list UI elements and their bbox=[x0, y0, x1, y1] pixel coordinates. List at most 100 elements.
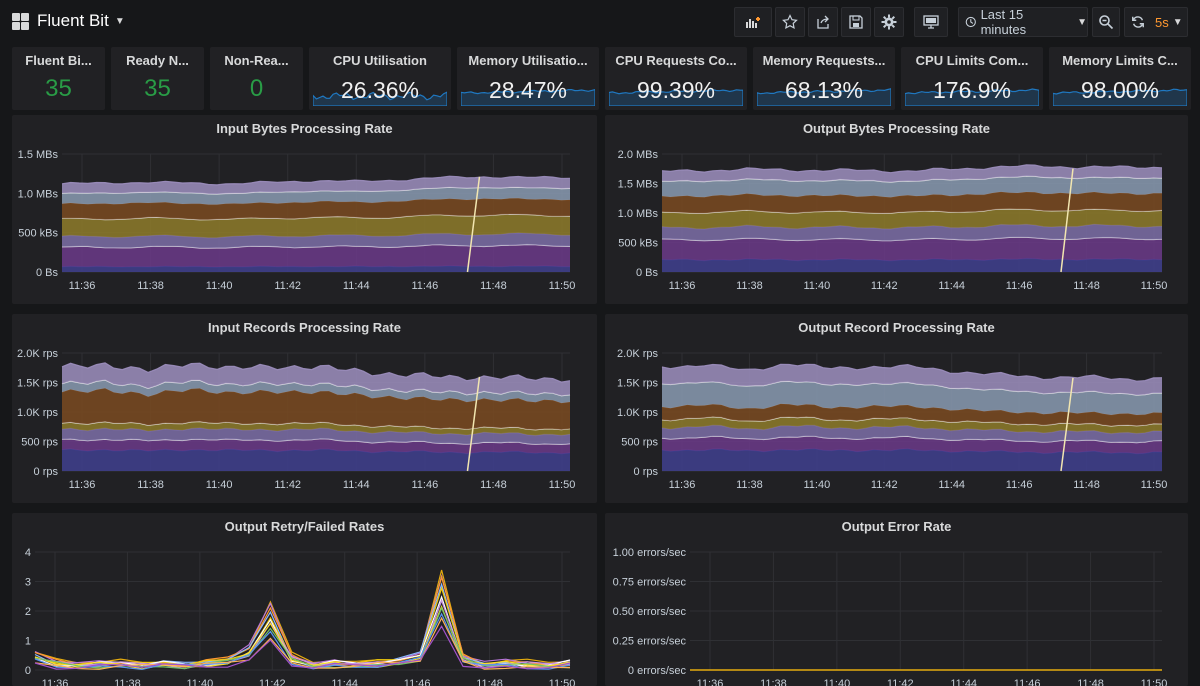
chevron-down-icon: ▼ bbox=[1172, 16, 1183, 28]
clock-icon bbox=[965, 16, 976, 28]
area-series bbox=[662, 364, 1162, 396]
stat-panel[interactable]: Memory Limits C... 98.00% bbox=[1049, 47, 1191, 110]
panel-title[interactable]: Output Retry/Failed Rates bbox=[224, 519, 385, 534]
dashboard-grid-icon[interactable] bbox=[12, 13, 29, 30]
y-tick-label: 0 rps bbox=[634, 466, 659, 478]
area-series bbox=[62, 449, 570, 471]
refresh-picker[interactable]: 5s ▼ bbox=[1124, 7, 1188, 37]
panel-title[interactable]: Output Bytes Processing Rate bbox=[802, 121, 991, 136]
x-tick-label: 11:40 bbox=[206, 280, 233, 292]
stat-title: CPU Requests Co... bbox=[615, 53, 737, 68]
area-series bbox=[662, 448, 1162, 471]
panel-title[interactable]: Output Error Rate bbox=[841, 519, 952, 534]
share-button[interactable] bbox=[808, 7, 838, 37]
settings-button[interactable] bbox=[874, 7, 904, 37]
graph-panel[interactable]: 0 errors/sec 0.25 errors/sec 0.50 errors/s… bbox=[605, 513, 1188, 686]
stat-panel[interactable]: CPU Utilisation 26.36% bbox=[309, 47, 451, 110]
graph-svg: 0 Bs 500 kBs 1.0 MBs 1.5 MBs 11:36 11:38 11:40… bbox=[18, 149, 576, 292]
area-series bbox=[62, 244, 570, 268]
y-tick-label: 1 bbox=[25, 636, 31, 648]
graph-svg: 0 Bs 500 kBs 1.0 MBs 1.5 MBs 2.0 MBs 11:36 11:… bbox=[618, 149, 1168, 292]
series-line bbox=[61, 438, 571, 446]
stat-title: Memory Utilisatio... bbox=[468, 53, 588, 68]
sparkline-area bbox=[313, 91, 447, 106]
save-button[interactable] bbox=[841, 7, 871, 37]
star-button[interactable] bbox=[775, 7, 805, 37]
y-tick-label: 2.0 MBs bbox=[618, 149, 659, 161]
y-tick-label: 1.5 MBs bbox=[18, 149, 59, 161]
graph-panel[interactable]: 0 Bs 500 kBs 1.0 MBs 1.5 MBs 2.0 MBs 11:36 11:… bbox=[605, 115, 1188, 304]
x-tick-label: 11:42 bbox=[871, 280, 898, 292]
graph-panel[interactable]: 0 Bs 500 kBs 1.0 MBs 1.5 MBs 11:36 11:38 11:40… bbox=[12, 115, 597, 304]
stat-panel[interactable]: Fluent Bi... 35 bbox=[12, 47, 105, 110]
y-tick-label: 2.0K rps bbox=[617, 348, 658, 360]
x-tick-label: 11:46 bbox=[404, 678, 431, 686]
x-tick-label: 11:44 bbox=[331, 678, 358, 686]
stat-panel[interactable]: CPU Requests Co... 99.39% bbox=[605, 47, 747, 110]
area-series bbox=[662, 258, 1162, 272]
panel-title[interactable]: Input Bytes Processing Rate bbox=[216, 121, 393, 136]
area-series bbox=[62, 265, 570, 272]
y-tick-label: 1.0K rps bbox=[617, 407, 658, 419]
graph-panel[interactable]: 0 1 2 3 4 11:36 11:38 11:40 11:42 11:44 11:46 11:48… bbox=[12, 513, 597, 686]
sparkline bbox=[1053, 88, 1187, 106]
stat-panel[interactable]: Memory Requests... 68.13% bbox=[753, 47, 895, 110]
top-navbar: Fluent Bit ▼ Last 15 minutes ▼ 5s ▼ bbox=[0, 0, 1200, 44]
x-tick-label: 11:38 bbox=[114, 678, 141, 686]
area-series bbox=[662, 381, 1162, 415]
series-line bbox=[61, 265, 570, 268]
area-series bbox=[62, 388, 570, 430]
series-line bbox=[661, 175, 1163, 183]
series-line bbox=[61, 362, 571, 383]
x-tick-label: 11:48 bbox=[476, 678, 503, 686]
x-tick-label: 11:44 bbox=[938, 280, 965, 292]
graph-panel[interactable]: 0 rps 500 rps 1.0K rps 1.5K rps 2.0K rps 11:3… bbox=[12, 314, 597, 503]
zoom-out-button[interactable] bbox=[1092, 7, 1120, 37]
monitor-icon bbox=[923, 15, 939, 29]
area-series bbox=[62, 187, 570, 205]
time-range-picker[interactable]: Last 15 minutes ▼ bbox=[958, 7, 1088, 37]
x-tick-label: 11:42 bbox=[887, 678, 914, 686]
tv-mode-button[interactable] bbox=[914, 7, 948, 37]
panel-title[interactable]: Input Records Processing Rate bbox=[208, 320, 401, 335]
x-tick-label: 11:42 bbox=[259, 678, 286, 686]
stat-panel[interactable]: Non-Rea... 0 bbox=[210, 47, 303, 110]
save-icon bbox=[849, 15, 863, 29]
gear-icon bbox=[881, 14, 897, 30]
stat-panel[interactable]: Memory Utilisatio... 28.47% bbox=[457, 47, 599, 110]
x-tick-label: 11:42 bbox=[274, 479, 301, 491]
time-range-label: Last 15 minutes bbox=[980, 7, 1027, 37]
stat-title: CPU Utilisation bbox=[333, 53, 427, 68]
stat-value: 35 bbox=[144, 75, 171, 102]
refresh-icon bbox=[1132, 16, 1144, 28]
y-tick-label: 2.0K rps bbox=[17, 348, 58, 360]
series-line bbox=[661, 223, 1163, 230]
graph-svg: 0 rps 500 rps 1.0K rps 1.5K rps 2.0K rps 11:3… bbox=[17, 348, 576, 491]
y-tick-label: 0.50 errors/sec bbox=[613, 606, 687, 618]
graph-panel[interactable]: 0 rps 500 rps 1.0K rps 1.5K rps 2.0K rps 11:3… bbox=[605, 314, 1188, 503]
x-tick-label: 11:50 bbox=[549, 479, 576, 491]
annotation-line bbox=[1060, 377, 1074, 472]
y-tick-label: 1.0K rps bbox=[17, 407, 58, 419]
x-tick-label: 11:46 bbox=[411, 280, 438, 292]
add-panel-button[interactable] bbox=[734, 7, 772, 37]
x-tick-label: 11:44 bbox=[950, 678, 977, 686]
zoom-out-icon bbox=[1099, 15, 1114, 30]
y-tick-label: 500 kBs bbox=[618, 238, 658, 250]
area-series bbox=[62, 438, 570, 454]
stat-panel[interactable]: Ready N... 35 bbox=[111, 47, 204, 110]
x-tick-label: 11:48 bbox=[480, 479, 507, 491]
dashboard-title[interactable]: Fluent Bit ▼ bbox=[37, 11, 125, 30]
y-tick-label: 1.5K rps bbox=[17, 378, 58, 390]
panel-title[interactable]: Output Record Processing Rate bbox=[798, 320, 995, 335]
x-tick-label: 11:44 bbox=[343, 280, 370, 292]
sparkline bbox=[313, 91, 447, 106]
x-tick-label: 11:44 bbox=[938, 479, 965, 491]
refresh-interval-label: 5s bbox=[1155, 14, 1169, 30]
y-tick-label: 500 kBs bbox=[18, 228, 58, 240]
stat-panel[interactable]: CPU Limits Com... 176.9% bbox=[901, 47, 1043, 110]
stat-title: Ready N... bbox=[126, 53, 189, 68]
annotation-line bbox=[466, 376, 481, 472]
x-tick-label: 11:36 bbox=[697, 678, 724, 686]
x-tick-label: 11:50 bbox=[1141, 479, 1168, 491]
